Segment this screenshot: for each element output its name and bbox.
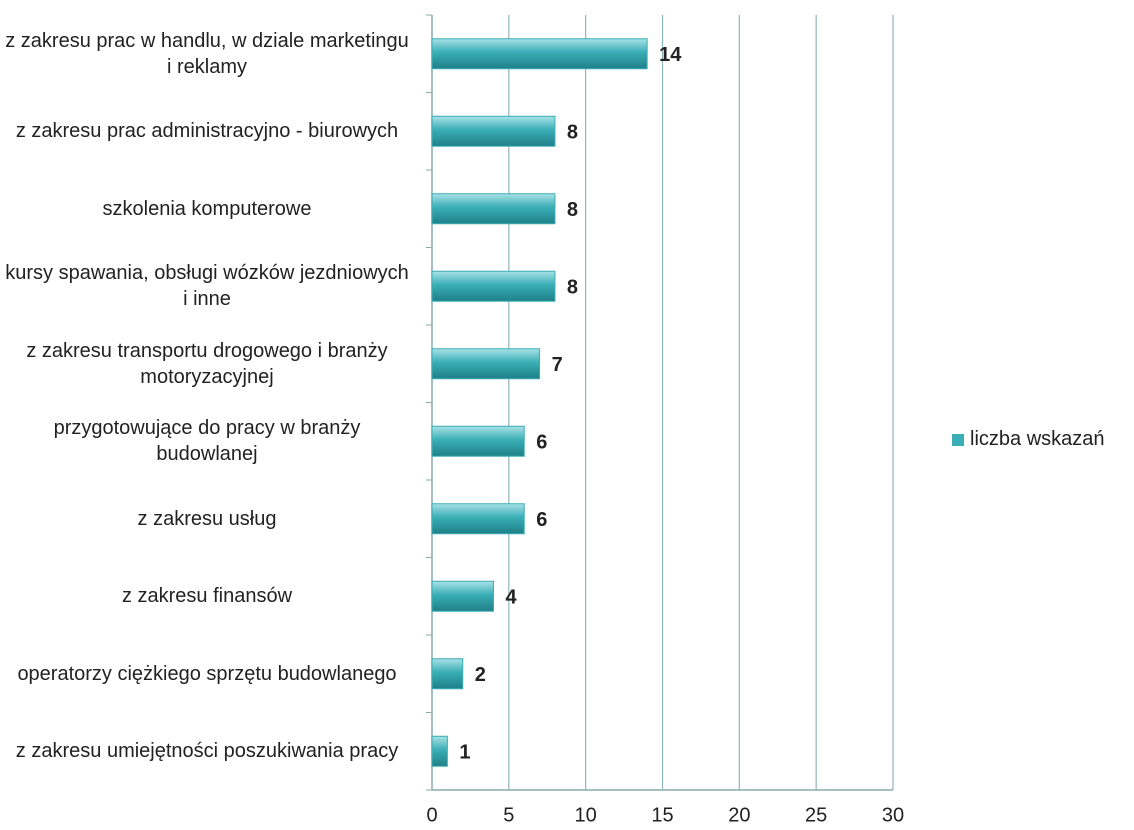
data-label: 6 — [536, 432, 547, 454]
y-tick-label: z zakresu umiejętności poszukiwania prac… — [15, 740, 399, 763]
bar — [431, 270, 556, 302]
y-tick-label: z zakresu transportu drogowego i branży … — [26, 339, 388, 388]
y-tick-label: szkolenia komputerowe — [102, 197, 312, 220]
data-label: 1 — [459, 742, 470, 764]
bar — [431, 735, 448, 767]
data-label: 8 — [567, 277, 578, 299]
data-label: 4 — [505, 587, 517, 609]
x-tick-label: 0 — [426, 804, 437, 826]
legend-swatch — [952, 433, 964, 446]
legend: liczba wskazań — [952, 428, 1105, 451]
x-tick-label: 30 — [882, 804, 904, 826]
bar — [431, 658, 464, 690]
y-tick-label: przygotowujące do pracy w branży budowla… — [53, 417, 361, 466]
bar — [431, 193, 556, 225]
y-tick-label: z zakresu prac w handlu, w dziale market… — [5, 29, 409, 78]
y-tick-label: z zakresu usług — [137, 507, 277, 530]
x-tick-label: 10 — [575, 804, 597, 826]
legend-label: liczba wskazań — [970, 428, 1105, 450]
bar — [431, 348, 541, 380]
data-label: 2 — [475, 664, 486, 686]
y-tick-label: z zakresu finansów — [121, 585, 293, 608]
y-tick-label: kursy spawania, obsługi wózków jezdniowy… — [5, 262, 409, 311]
data-label: 6 — [536, 509, 547, 531]
y-tick-label: z zakresu prac administracyjno - biurowy… — [15, 120, 399, 143]
data-label: 8 — [567, 199, 578, 221]
x-tick-label: 5 — [503, 804, 514, 826]
y-tick-label: operatorzy ciężkiego sprzętu budowlanego — [17, 662, 397, 685]
bar — [431, 425, 525, 457]
data-label: 14 — [659, 44, 682, 66]
bar — [431, 38, 648, 70]
x-tick-label: 25 — [805, 804, 827, 826]
bar — [431, 503, 525, 535]
x-tick-label: 15 — [651, 804, 673, 826]
x-tick-label: 20 — [728, 804, 750, 826]
bar — [431, 580, 494, 612]
bar — [431, 115, 556, 147]
data-label: 8 — [567, 122, 578, 144]
data-label: 7 — [552, 354, 563, 376]
